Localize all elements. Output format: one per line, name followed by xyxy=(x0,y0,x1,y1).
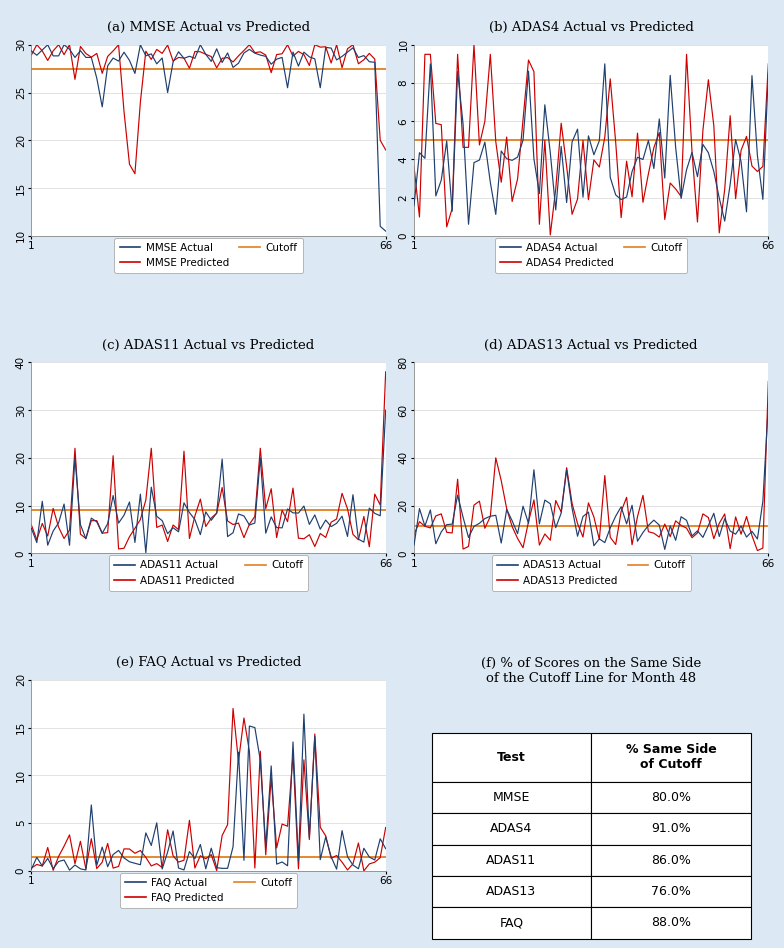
Text: (d) ADAS13 Actual vs Predicted: (d) ADAS13 Actual vs Predicted xyxy=(485,338,698,352)
Text: (a) MMSE Actual vs Predicted: (a) MMSE Actual vs Predicted xyxy=(107,21,310,34)
X-axis label: ID: ID xyxy=(586,571,597,580)
Text: (b) ADAS4 Actual vs Predicted: (b) ADAS4 Actual vs Predicted xyxy=(488,21,694,34)
Legend: ADAS11 Actual, ADAS11 Predicted, Cutoff: ADAS11 Actual, ADAS11 Predicted, Cutoff xyxy=(109,556,308,591)
Legend: FAQ Actual, FAQ Predicted, Cutoff: FAQ Actual, FAQ Predicted, Cutoff xyxy=(120,873,297,908)
X-axis label: ID: ID xyxy=(202,888,214,898)
Legend: MMSE Actual, MMSE Predicted, Cutoff: MMSE Actual, MMSE Predicted, Cutoff xyxy=(114,238,303,273)
X-axis label: ID: ID xyxy=(202,253,214,263)
Text: (e) FAQ Actual vs Predicted: (e) FAQ Actual vs Predicted xyxy=(116,656,301,669)
Text: (c) ADAS11 Actual vs Predicted: (c) ADAS11 Actual vs Predicted xyxy=(103,338,314,352)
Text: (f) % of Scores on the Same Side
of the Cutoff Line for Month 48: (f) % of Scores on the Same Side of the … xyxy=(481,657,702,685)
Legend: ADAS4 Actual, ADAS4 Predicted, Cutoff: ADAS4 Actual, ADAS4 Predicted, Cutoff xyxy=(495,238,688,273)
Legend: ADAS13 Actual, ADAS13 Predicted, Cutoff: ADAS13 Actual, ADAS13 Predicted, Cutoff xyxy=(492,556,691,591)
X-axis label: ID: ID xyxy=(202,571,214,580)
X-axis label: ID: ID xyxy=(586,253,597,263)
